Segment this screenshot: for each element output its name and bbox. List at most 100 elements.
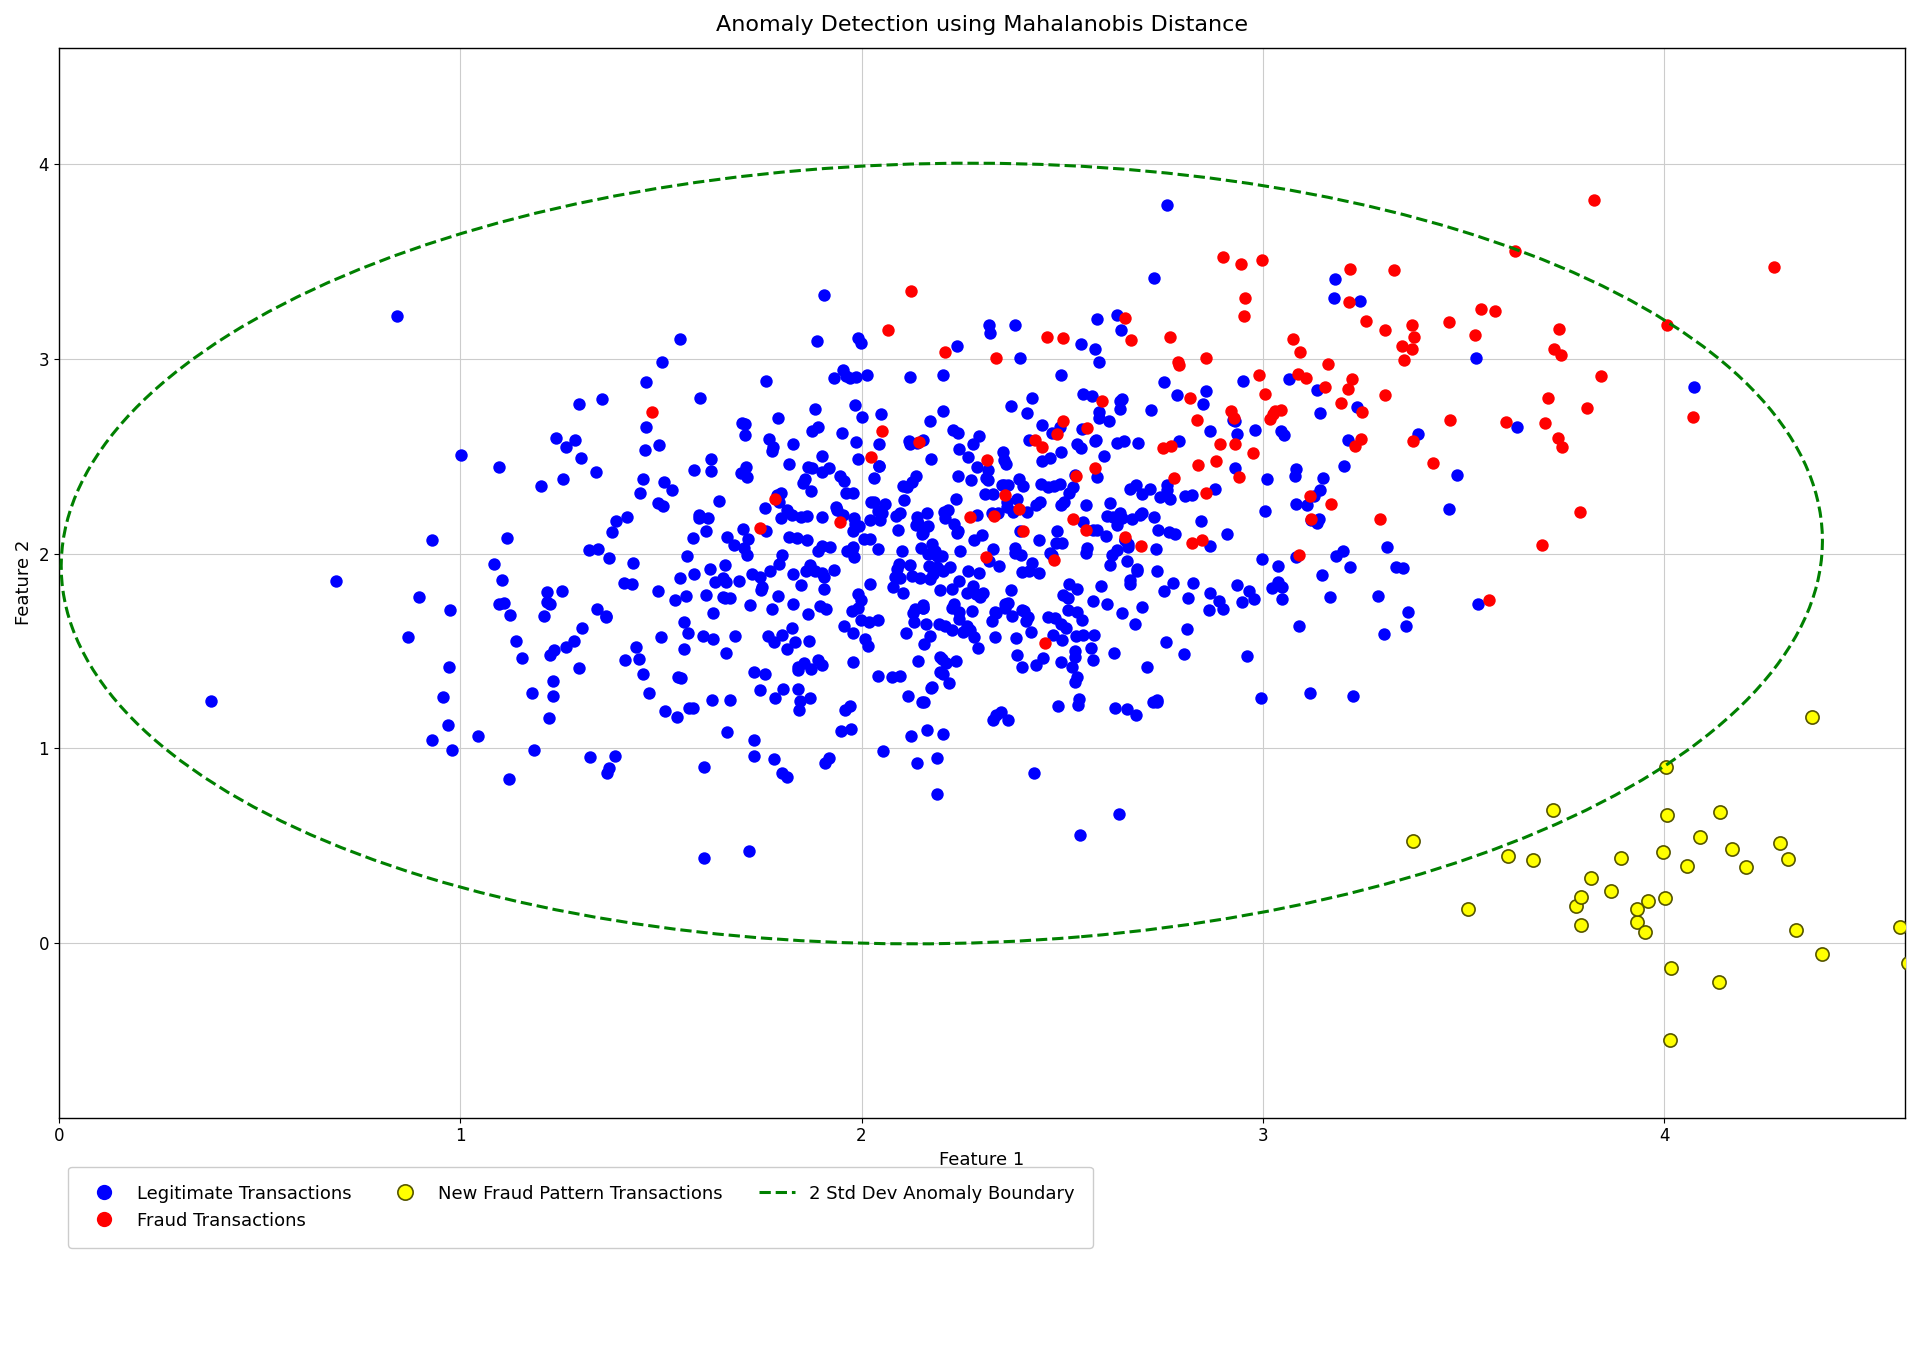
Point [1104,390,1135,412]
Point [1137,692,1167,714]
Point [929,616,960,638]
Point [977,709,1008,731]
Point [829,699,860,720]
Point [973,468,1004,490]
Point [1096,544,1127,566]
Point [983,502,1014,524]
Point [1258,403,1288,425]
Point [814,536,845,558]
Point [753,428,783,450]
Point [1655,957,1686,979]
Point [826,720,856,742]
Point [1254,408,1284,429]
Point [778,593,808,615]
Point [321,570,351,592]
Point [1730,857,1761,879]
Point [1187,529,1217,551]
Point [1572,397,1603,418]
Point [710,554,741,575]
Point [1380,556,1411,578]
Point [1379,259,1409,280]
Point [870,493,900,515]
Point [1332,429,1363,451]
Point [1565,886,1596,907]
Point [1296,509,1327,531]
Point [962,456,993,478]
Point [862,665,893,686]
Point [707,567,737,589]
Point [927,649,958,670]
Point [1046,628,1077,650]
Point [1046,613,1077,635]
Point [783,700,814,722]
Point [670,585,701,607]
Point [766,624,797,646]
Point [778,504,808,525]
Point [943,334,973,356]
Point [1018,551,1048,573]
Point [839,546,870,567]
Point [691,585,722,607]
Point [910,613,941,635]
Point [1094,493,1125,515]
Point [899,603,929,624]
Point [891,623,922,645]
Point [666,668,697,689]
Point [630,416,660,437]
Point [1008,475,1039,497]
Point [1140,692,1171,714]
Point [856,492,887,513]
Point [1517,849,1548,871]
Point [862,539,893,561]
Point [1290,367,1321,389]
Point [795,688,826,709]
Point [1027,647,1058,669]
Point [1807,944,1837,965]
Point [664,329,695,351]
Point [914,410,945,432]
Point [751,663,781,685]
Point [866,502,897,524]
Point [728,519,758,540]
Point [1066,333,1096,355]
Point [989,448,1020,470]
Point [1071,542,1102,563]
Point [672,546,703,567]
Point [1229,305,1260,326]
Point [1081,307,1112,329]
Point [795,554,826,575]
Point [1164,431,1194,452]
Point [943,520,973,542]
Point [937,418,968,440]
Point [958,626,989,647]
Point [1006,598,1037,620]
Point [924,661,954,682]
Point [1369,623,1400,645]
Point [1037,422,1068,444]
Point [993,593,1023,615]
Point [803,649,833,670]
Point [764,552,795,574]
Point [814,747,845,769]
Point [1060,626,1091,647]
Point [912,719,943,741]
Point [908,597,939,619]
Point [945,570,975,592]
Point [1106,320,1137,341]
Point [657,479,687,501]
Point [1033,475,1064,497]
Point [922,555,952,577]
Point [806,562,837,584]
Point [943,464,973,486]
Point [749,497,780,519]
Point [1081,466,1112,487]
Point [1039,624,1069,646]
Point [1066,823,1096,845]
Point [1315,493,1346,515]
Point [981,347,1012,368]
Point [484,456,515,478]
Point [1039,550,1069,571]
Point [1102,515,1133,536]
Point [760,686,791,708]
Point [1263,571,1294,593]
